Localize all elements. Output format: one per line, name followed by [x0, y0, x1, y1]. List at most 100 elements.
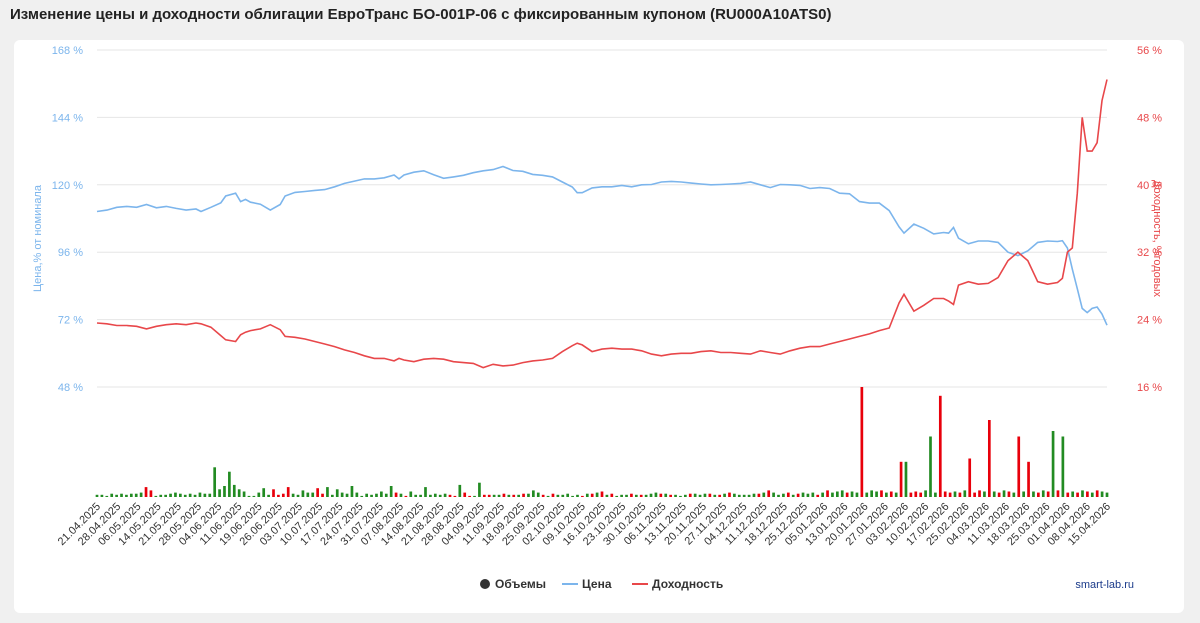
volume-bar [581, 495, 584, 497]
volume-bar [983, 491, 986, 497]
volume-bar [424, 487, 427, 497]
volume-bar [174, 492, 177, 497]
volume-bar [301, 490, 305, 497]
volume-bar [1095, 490, 1099, 497]
volume-bar [1100, 491, 1104, 497]
volume-bar [737, 494, 741, 497]
volume-bar [335, 489, 339, 497]
volume-bar [291, 493, 295, 497]
volume-bar [257, 492, 261, 497]
volume-bar [728, 492, 731, 497]
volume-bar [321, 493, 324, 497]
legend-item-yield[interactable]: Доходность [632, 577, 723, 591]
volume-bar [473, 495, 476, 497]
volume-bar [762, 492, 766, 497]
y-right-tick-label: 24 % [1137, 315, 1162, 327]
volume-bar [718, 494, 722, 497]
volume-bar [831, 492, 834, 497]
volume-bar [1017, 436, 1021, 497]
volume-bar [610, 493, 614, 497]
volume-bar [703, 493, 707, 497]
volume-bar [247, 495, 251, 497]
volume-bar [100, 494, 104, 497]
volume-bar [943, 491, 947, 497]
volume-bar [380, 491, 383, 497]
volume-bar [595, 492, 599, 497]
volume-bar [232, 484, 236, 497]
volume-bar [934, 492, 937, 497]
volume-bar [1012, 492, 1016, 497]
volume-bar [1105, 492, 1109, 497]
volume-bar [987, 420, 991, 497]
volume-bar [110, 493, 114, 497]
volume-bar [850, 491, 854, 497]
y-left-tick-label: 168 % [52, 45, 83, 57]
legend[interactable]: Объемы Цена Доходность [480, 577, 723, 591]
volume-bar [179, 493, 182, 497]
volume-bar [365, 493, 369, 497]
volume-bar [816, 494, 820, 497]
volume-bar [924, 490, 927, 497]
volume-bar [183, 494, 187, 497]
volume-bar [826, 490, 829, 497]
volume-bar [169, 493, 172, 497]
volume-bar [429, 494, 432, 497]
volume-bar [615, 495, 619, 497]
volume-bar [845, 492, 849, 497]
volume-bar [502, 493, 506, 497]
volume-bar [885, 492, 888, 497]
volume-bar [865, 492, 869, 497]
volume-bar [458, 484, 462, 497]
volume-bar [237, 489, 241, 497]
volume-bar [723, 493, 726, 497]
volume-bar [188, 493, 192, 497]
volume-bar [208, 493, 212, 497]
y-left-tick-label: 48 % [58, 382, 83, 394]
volume-bar [115, 494, 118, 497]
volume-bar [674, 494, 677, 497]
volume-bar [713, 494, 717, 497]
volume-bar [894, 492, 898, 497]
volume-bar [811, 492, 815, 497]
volume-bar [669, 494, 672, 497]
credit-link[interactable]: smart-lab.ru [1075, 579, 1134, 591]
legend-item-volumes[interactable]: Объемы [480, 577, 546, 591]
volume-bar [801, 492, 805, 497]
volume-bar [262, 488, 266, 497]
volume-bar [286, 487, 290, 497]
volume-bar [492, 494, 496, 497]
price-line [96, 165, 1108, 326]
volume-bar [345, 493, 349, 497]
y-left-ticks: 48 % 72 % 96 % 120 % 144 % 168 % [52, 45, 83, 394]
volume-bar [625, 494, 628, 497]
volume-bar [551, 493, 555, 497]
volume-bar [350, 486, 354, 497]
volume-bar [708, 493, 712, 497]
y-right-ticks: 16 % 24 % 32 % 40 % 48 % 56 % [1137, 45, 1162, 394]
volume-bar [463, 492, 467, 497]
volume-bar [316, 488, 319, 497]
volume-bar [576, 494, 579, 497]
volume-bar [571, 495, 574, 497]
volume-bar [968, 458, 972, 497]
y-left-axis-title: Цена,% от номинала [32, 184, 44, 292]
volume-bar [561, 494, 565, 497]
volume-bar [448, 494, 452, 497]
volume-bar [659, 493, 663, 497]
volume-bar [326, 487, 329, 497]
volume-bar [468, 495, 471, 497]
volume-bar [1051, 431, 1055, 497]
volume-bar [149, 490, 153, 497]
volume-bar [487, 494, 491, 497]
volume-bar [1037, 492, 1040, 497]
legend-item-price[interactable]: Цена [562, 577, 612, 591]
volume-bar [679, 495, 682, 497]
volume-bar [375, 493, 378, 497]
volume-bar [532, 490, 535, 497]
volume-bar [306, 492, 310, 497]
volume-bar [880, 490, 883, 497]
y-left-tick-label: 72 % [58, 315, 83, 327]
volume-bar [938, 395, 942, 497]
volume-bar [840, 490, 844, 497]
volume-bar [806, 493, 810, 497]
